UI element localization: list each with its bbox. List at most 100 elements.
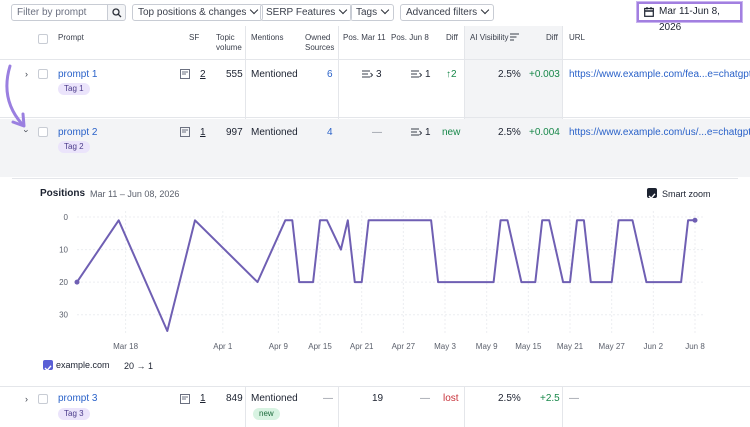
prompt-tag[interactable]: Tag 2 (58, 141, 90, 153)
owned-sources: — (323, 393, 333, 404)
row-checkbox[interactable] (38, 394, 48, 404)
x-tick-label: May 9 (476, 342, 498, 351)
col-owned-sources[interactable]: Owned Sources (305, 33, 335, 52)
column-divider (562, 26, 563, 176)
sf-count[interactable]: 1 (200, 393, 206, 404)
serp-feature-icon[interactable] (180, 394, 190, 404)
top-positions-dropdown[interactable]: Top positions & changes (132, 4, 264, 21)
chevron-down-icon (250, 5, 259, 15)
smart-zoom-checkbox[interactable] (647, 188, 657, 200)
tags-dropdown[interactable]: Tags (350, 4, 395, 21)
diff-value: ↑2 (446, 69, 457, 81)
calendar-icon (644, 7, 654, 17)
column-divider (464, 26, 465, 176)
row-checkbox[interactable] (38, 69, 48, 79)
pos-jun8: 1 (425, 69, 431, 80)
table-row-expanded: › prompt 2 Tag 2 1 997 Mentioned 4 — 1 n… (0, 119, 750, 177)
chevron-right-icon[interactable]: › (25, 394, 28, 404)
sf-count[interactable]: 2 (200, 69, 206, 80)
column-divider (245, 386, 246, 427)
ai-visibility-diff: +0.004 (529, 127, 560, 138)
select-all-checkbox[interactable] (38, 34, 48, 44)
ai-visibility-value: 2.5% (498, 393, 521, 404)
x-tick-label: Mar 18 (113, 342, 138, 351)
pos-mar11: 3 (376, 69, 382, 80)
col-pos-mar11[interactable]: Pos. Mar 11 (343, 33, 386, 42)
legend-domain: example.com (56, 360, 110, 370)
prompt-filter-input[interactable]: Filter by prompt (11, 4, 108, 21)
arrow-up-icon: ↑ (446, 69, 451, 80)
mentions-value: Mentioned (251, 127, 298, 138)
diff-number: 2 (451, 69, 457, 80)
owned-sources-link[interactable]: 6 (327, 69, 333, 80)
owned-sources-link[interactable]: 4 (327, 127, 333, 138)
ai-visibility-diff: +0.003 (529, 69, 560, 80)
column-divider (464, 386, 465, 427)
serp-features-dropdown[interactable]: SERP Features (260, 4, 353, 21)
annotation-arrow (5, 64, 26, 128)
date-range-button[interactable]: Mar 11-Jun 8, 2026 (636, 1, 743, 33)
column-divider (338, 386, 339, 427)
serp-features-label: SERP Features (266, 7, 336, 18)
url-value: — (569, 393, 579, 404)
chevron-right-icon[interactable]: › (25, 69, 28, 79)
y-tick-label: 10 (59, 246, 68, 255)
sf-count[interactable]: 1 (200, 127, 206, 138)
col-ai-visibility[interactable]: AI Visibility (470, 33, 509, 42)
serp-feature-icon[interactable] (180, 127, 190, 137)
ai-visibility-diff: +2.5 (540, 393, 560, 404)
ai-visibility-value: 2.5% (498, 127, 521, 138)
mentions-value: Mentioned (251, 69, 298, 80)
positions-chart-panel: Positions Mar 11 – Jun 08, 2026 Smart zo… (12, 178, 738, 384)
x-tick-label: Apr 9 (269, 342, 289, 351)
col-pos-jun8[interactable]: Pos. Jun 8 (391, 33, 429, 42)
legend-checkbox[interactable] (43, 360, 53, 372)
row-checkbox[interactable] (38, 127, 48, 137)
x-tick-label: Apr 15 (308, 342, 332, 351)
top-positions-label: Top positions & changes (138, 7, 247, 18)
legend-to: 1 (148, 361, 154, 371)
col-topic-volume[interactable]: Topic volume (216, 33, 242, 52)
serp-feature-icon[interactable] (180, 69, 190, 79)
table-row: › prompt 1 Tag 1 2 555 Mentioned 6 3 1 ↑… (0, 61, 750, 118)
ai-overview-icon (411, 128, 422, 136)
prompt-tag[interactable]: Tag 1 (58, 83, 90, 95)
col-sf[interactable]: SF (189, 33, 200, 42)
url-link[interactable]: https://www.example.com/fea...e=chatgpt (569, 69, 750, 80)
y-tick-label: 0 (64, 213, 69, 222)
search-icon (111, 7, 121, 17)
x-tick-label: May 3 (434, 342, 456, 351)
filter-bar: Filter by prompt Top positions & changes… (0, 0, 750, 33)
prompt-link[interactable]: prompt 2 (58, 127, 98, 138)
x-tick-label: Jun 2 (644, 342, 664, 351)
x-tick-label: Apr 27 (392, 342, 416, 351)
advanced-filters-dropdown[interactable]: Advanced filters (400, 4, 495, 21)
col-url[interactable]: URL (569, 33, 586, 42)
prompt-link[interactable]: prompt 3 (58, 393, 98, 404)
col-diff-2[interactable]: Diff (546, 33, 558, 42)
chevron-down-icon (480, 5, 490, 15)
url-link[interactable]: https://www.example.com/us/...e=chatgpt. (569, 127, 750, 138)
topic-volume: 849 (226, 393, 243, 404)
chart-date-range: Mar 11 – Jun 08, 2026 (90, 189, 180, 199)
topic-volume: 997 (226, 127, 243, 138)
col-prompt[interactable]: Prompt (58, 33, 84, 42)
table-header: Prompt SF Topic volume Mentions Owned So… (0, 26, 750, 60)
col-mentions[interactable]: Mentions (251, 33, 284, 42)
legend-from: 20 (124, 361, 135, 371)
x-tick-label: May 27 (599, 342, 626, 351)
pos-jun8: — (420, 393, 430, 404)
ai-overview-icon (411, 70, 422, 78)
col-diff[interactable]: Diff (446, 33, 458, 42)
column-divider (245, 26, 246, 176)
series-line (76, 219, 695, 332)
search-button[interactable] (108, 4, 126, 21)
y-tick-label: 20 (59, 278, 68, 287)
arrow-right-icon: → (136, 361, 146, 371)
sort-icon[interactable] (510, 33, 519, 42)
positions-line-chart[interactable]: 0 10 20 30 Mar 18 Apr 1 Apr 9 Apr 15 Apr 21 Apr 2… (12, 201, 738, 351)
prompt-link[interactable]: prompt 1 (58, 69, 98, 80)
pos-jun8: 1 (425, 127, 431, 138)
prompt-tag[interactable]: Tag 3 (58, 408, 90, 420)
check-icon (648, 193, 656, 200)
